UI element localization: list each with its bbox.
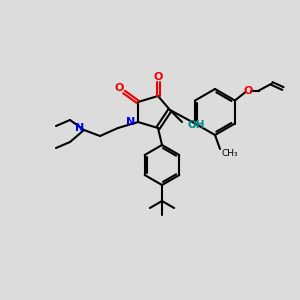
- Text: CH₃: CH₃: [222, 148, 238, 158]
- Text: O: O: [153, 72, 163, 82]
- Text: N: N: [126, 117, 136, 127]
- Text: OH: OH: [188, 120, 206, 130]
- Text: N: N: [75, 123, 85, 133]
- Text: O: O: [243, 85, 253, 95]
- Text: O: O: [114, 83, 124, 93]
